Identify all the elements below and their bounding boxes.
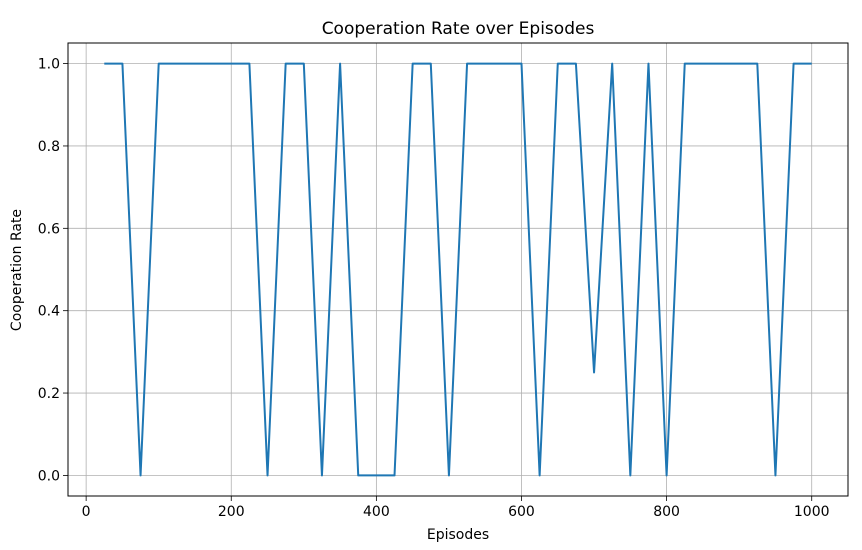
y-tick-label: 0.6 xyxy=(38,221,60,237)
y-tick-label: 1.0 xyxy=(38,57,60,73)
y-tick-label: 0.2 xyxy=(38,386,60,402)
axis-ticks: 0 200 400 600 800 1000 0.0 0.2 0.4 0.6 0.8 1.0 xyxy=(38,57,830,520)
y-tick-label: 0.4 xyxy=(38,304,60,320)
x-tick-label: 800 xyxy=(653,504,680,520)
y-tick-label: 0.8 xyxy=(38,139,60,155)
x-axis-label: Episodes xyxy=(427,527,489,543)
chart-title: Cooperation Rate over Episodes xyxy=(322,19,595,39)
x-tick-label: 400 xyxy=(363,504,390,520)
series-line xyxy=(104,62,812,477)
x-tick-label: 1000 xyxy=(794,504,830,520)
y-tick-label: 0.0 xyxy=(38,468,60,484)
y-axis-label: Cooperation Rate xyxy=(9,209,25,331)
series-layer xyxy=(104,62,812,477)
x-tick-label: 200 xyxy=(218,504,245,520)
plot-frame xyxy=(67,42,849,497)
x-tick-label: 0 xyxy=(82,504,91,520)
x-tick-label: 600 xyxy=(508,504,535,520)
